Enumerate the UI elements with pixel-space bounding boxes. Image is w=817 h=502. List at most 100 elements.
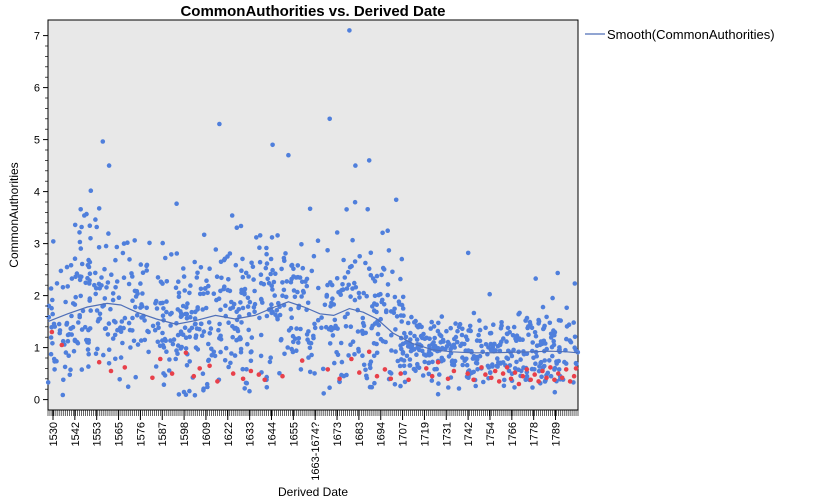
data-point: [426, 351, 432, 356]
x-tick-label: 1663-1674?: [310, 422, 322, 481]
data-point: [536, 321, 541, 326]
data-point: [119, 319, 125, 324]
data-point: [549, 344, 555, 350]
data-point: [104, 285, 109, 290]
data-point-highlight: [406, 377, 411, 383]
data-point: [435, 346, 441, 351]
data-point: [48, 351, 54, 357]
data-point: [398, 276, 403, 282]
y-tick-label: 7: [34, 31, 40, 43]
data-point: [206, 320, 212, 325]
data-point: [467, 327, 473, 333]
x-tick-label: 1553: [92, 422, 104, 446]
data-point: [274, 307, 280, 313]
data-point: [189, 309, 194, 315]
data-point: [110, 297, 116, 303]
data-point: [415, 361, 420, 367]
data-point: [154, 306, 160, 311]
data-point: [93, 291, 98, 297]
data-point: [374, 309, 379, 315]
data-point: [479, 343, 484, 349]
data-point: [161, 371, 166, 376]
data-point: [130, 315, 135, 321]
data-point: [539, 374, 544, 380]
data-point: [226, 277, 231, 282]
data-point: [82, 213, 87, 218]
data-point: [548, 335, 554, 340]
data-point: [307, 369, 313, 375]
data-point: [218, 288, 223, 294]
data-point: [258, 332, 264, 338]
data-point: [288, 306, 294, 312]
data-point-highlight: [540, 368, 545, 374]
data-point: [435, 328, 441, 334]
data-point: [350, 286, 355, 291]
x-tick-label: 1622: [223, 422, 235, 446]
data-point: [446, 354, 452, 359]
data-point: [399, 357, 404, 362]
data-point: [76, 320, 81, 325]
data-point: [542, 358, 547, 363]
data-point: [519, 368, 524, 374]
data-point: [557, 347, 562, 352]
data-point: [245, 341, 250, 347]
data-point: [209, 353, 215, 358]
data-point: [420, 373, 426, 378]
data-point: [126, 320, 132, 326]
data-point: [403, 334, 409, 340]
data-point: [383, 309, 389, 315]
data-point: [389, 332, 394, 338]
data-point: [168, 312, 173, 317]
data-point: [88, 308, 93, 313]
data-point: [201, 329, 207, 334]
data-point: [380, 265, 386, 271]
data-point: [189, 325, 195, 331]
data-point: [473, 360, 479, 366]
data-point: [401, 363, 407, 369]
data-point: [388, 309, 394, 314]
data-point-highlight: [398, 371, 404, 376]
data-point-highlight: [544, 375, 549, 381]
data-point: [409, 314, 414, 320]
data-point: [544, 314, 549, 320]
data-point: [372, 279, 378, 284]
data-point: [180, 303, 186, 309]
data-point: [303, 279, 308, 284]
data-point: [328, 304, 333, 309]
data-point: [146, 349, 151, 355]
data-point: [161, 382, 167, 388]
data-point: [78, 207, 83, 212]
data-point: [512, 385, 517, 390]
data-point: [411, 366, 417, 372]
data-point: [48, 335, 54, 340]
data-point: [369, 384, 375, 390]
data-point: [344, 286, 350, 291]
data-point: [429, 319, 435, 325]
data-point: [223, 345, 229, 351]
data-point: [109, 272, 114, 278]
data-point: [258, 353, 264, 359]
data-point: [397, 363, 403, 369]
data-point-highlight: [122, 365, 128, 370]
data-point-highlight: [49, 329, 55, 335]
data-point: [389, 348, 394, 353]
data-point: [523, 377, 528, 383]
data-point: [182, 325, 188, 331]
data-point: [290, 333, 296, 339]
data-point: [353, 163, 358, 168]
data-point: [280, 280, 285, 285]
data-point: [192, 321, 198, 327]
data-point: [103, 243, 109, 249]
data-point-highlight: [435, 359, 441, 365]
data-point: [163, 255, 168, 261]
data-point: [315, 317, 321, 323]
data-point: [268, 271, 274, 277]
data-point: [234, 225, 240, 230]
data-point: [271, 279, 277, 285]
data-point: [372, 301, 377, 306]
data-point: [276, 300, 281, 306]
data-point-highlight: [59, 342, 65, 348]
data-point: [485, 363, 491, 369]
data-point: [95, 319, 101, 324]
data-point: [216, 296, 222, 302]
